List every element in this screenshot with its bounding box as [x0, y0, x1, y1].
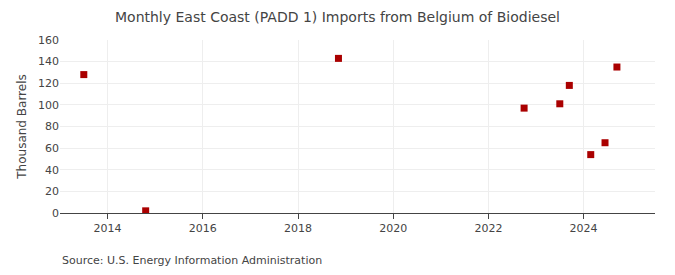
svg-text:Monthly East Coast (PADD 1) Im: Monthly East Coast (PADD 1) Imports from…: [115, 9, 560, 25]
svg-text:120: 120: [38, 77, 59, 90]
svg-text:140: 140: [38, 55, 59, 68]
svg-text:20: 20: [45, 185, 59, 198]
svg-text:2020: 2020: [379, 222, 407, 235]
svg-text:160: 160: [38, 34, 59, 47]
svg-text:2014: 2014: [94, 222, 122, 235]
svg-text:80: 80: [45, 120, 59, 133]
svg-text:2016: 2016: [189, 222, 217, 235]
svg-text:2022: 2022: [474, 222, 502, 235]
svg-text:40: 40: [45, 164, 59, 177]
svg-text:100: 100: [38, 99, 59, 112]
svg-text:Source: U.S. Energy Informatio: Source: U.S. Energy Information Administ…: [62, 254, 322, 267]
svg-text:Thousand Barrels: Thousand Barrels: [15, 74, 29, 179]
svg-text:0: 0: [52, 207, 59, 220]
svg-text:2018: 2018: [284, 222, 312, 235]
svg-text:60: 60: [45, 142, 59, 155]
svg-text:2024: 2024: [570, 222, 598, 235]
